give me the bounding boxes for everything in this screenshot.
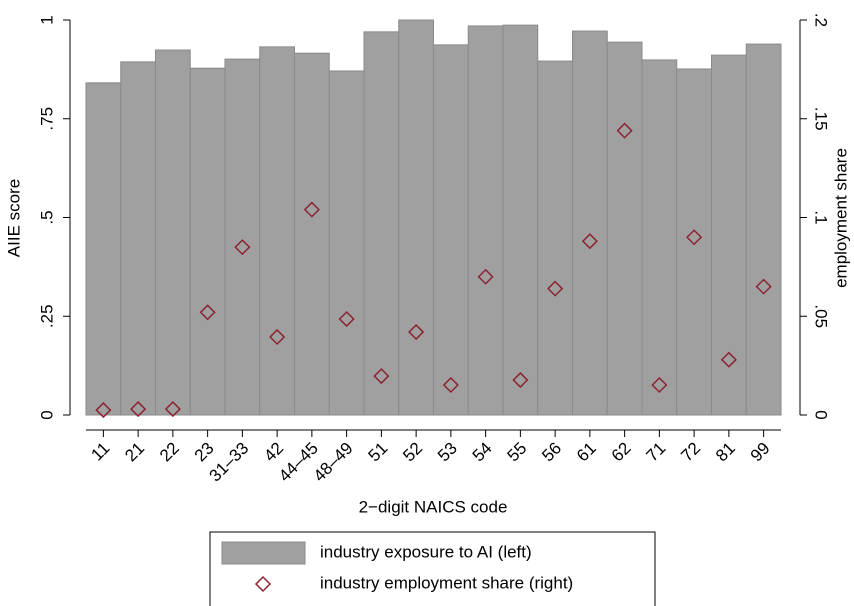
legend-label: industry exposure to AI (left) [320,542,532,561]
point [303,201,320,218]
y2-tick-label: .2 [812,13,831,27]
y-axis-title: AIIE score [4,179,23,257]
bar [641,59,678,416]
bar [745,43,782,416]
x-tick-label: 54 [469,439,496,466]
x-tick-label: 23 [191,439,218,466]
bar [120,61,156,416]
point [442,376,459,394]
point [338,310,355,328]
y-tick-label: 0 [37,410,56,419]
bar [572,30,608,416]
bar [433,44,469,416]
bar [537,60,573,416]
x-tick-label: 53 [434,439,461,466]
point [234,239,251,256]
y2-axis-title: employment share [831,148,850,288]
point [199,304,216,321]
x-tick-label: 31–33 [206,439,253,486]
y-tick-label: 1 [37,15,56,24]
point [547,280,564,297]
point [651,376,668,394]
bar [398,19,434,416]
x-tick-label: 48–49 [310,439,357,486]
legend-swatch [254,575,272,593]
point [408,323,425,341]
point [581,233,598,250]
x-axis-title: 2−digit NAICS code [359,497,508,516]
bar [711,54,747,416]
point [477,268,494,285]
x-tick-label: 55 [504,439,531,466]
point [512,371,529,389]
point [95,402,112,419]
y2-tick-label: 0 [812,410,831,419]
bar [224,58,261,416]
x-tick-label: 71 [643,439,670,466]
point [269,328,286,346]
bar [85,82,122,416]
y2-tick-label: .15 [812,107,831,131]
bar [467,25,504,416]
bar [155,49,191,416]
x-tick-label: 42 [260,439,287,466]
bar [606,41,643,416]
point [373,368,390,385]
x-tick-label: 51 [365,439,392,466]
x-tick-label: 56 [538,439,565,466]
bar [363,31,400,416]
y-tick-label: .5 [37,210,56,224]
legend-swatch [221,541,306,565]
x-tick-label: 62 [608,439,635,466]
x-tick-label: 22 [156,439,183,466]
point [616,122,633,139]
x-tick-label: 21 [121,439,148,466]
y-tick-label: .75 [37,107,56,131]
bar [676,68,712,416]
y-tick-label: .25 [37,304,56,328]
y2-tick-label: .05 [812,304,831,328]
x-tick-label: 99 [747,439,774,466]
point [164,401,181,418]
x-tick-label: 11 [87,439,113,465]
x-tick-label: 81 [712,439,739,466]
legend-label: industry employment share (right) [320,573,573,592]
bar [259,46,295,416]
bar [502,24,539,416]
x-tick-label: 61 [573,439,600,466]
bar [328,70,365,416]
bar [294,52,330,416]
point [686,229,703,246]
y2-tick-label: .1 [812,210,831,224]
point [720,351,737,368]
x-tick-label: 52 [399,439,426,466]
x-tick-label: 72 [677,439,704,466]
bar [189,67,226,416]
point [755,278,772,295]
point [130,401,147,418]
